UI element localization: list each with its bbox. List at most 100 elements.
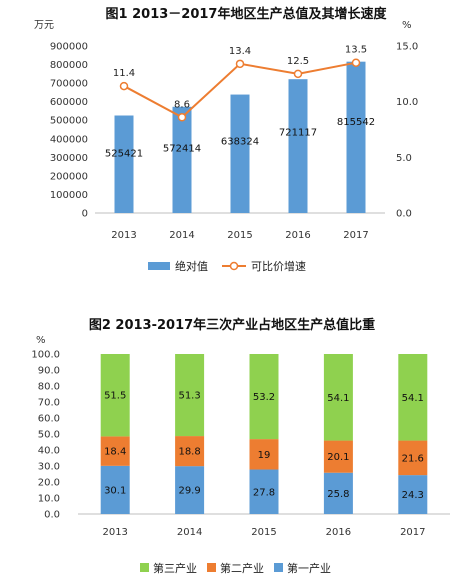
share-segment <box>398 354 428 441</box>
y-tick-label: 80.0 <box>38 382 60 393</box>
share-label: 21.6 <box>402 453 424 464</box>
gdp-bar-label: 525421 <box>105 148 143 159</box>
gdp-bar-label: 572414 <box>163 143 201 154</box>
gdp-bar <box>114 115 134 213</box>
share-label: 18.8 <box>178 447 200 458</box>
chart1-bar-labels: 525421 572414 638324 721117 815542 <box>105 117 375 159</box>
left-tick-label: 200000 <box>50 171 88 182</box>
share-label: 51.3 <box>178 391 200 402</box>
share-label: 27.8 <box>253 487 275 498</box>
gdp-bar-label: 721117 <box>279 127 317 138</box>
share-label: 25.8 <box>327 489 349 500</box>
share-segment <box>249 469 279 514</box>
chart2-x-axis: 2013 2014 2015 2016 2017 <box>102 527 425 538</box>
right-tick-label: 5.0 <box>396 153 412 164</box>
legend-label: 第三产业 <box>153 561 197 575</box>
share-segment <box>175 466 205 514</box>
y-tick-label: 60.0 <box>38 414 60 425</box>
share-segment <box>100 354 130 437</box>
chart2-title: 图2 2013-2017年三次产业占地区生产总值比重 <box>89 317 375 333</box>
chart2-legend: 第三产业 第二产业 第一产业 <box>140 561 331 575</box>
left-tick-label: 600000 <box>50 97 88 108</box>
legend-swatch-marker <box>229 261 239 271</box>
share-label: 19 <box>258 450 271 461</box>
share-label: 54.1 <box>327 393 349 404</box>
industry-share-chart: 图2 2013-2017年三次产业占地区生产总值比重 % 0.0 10.0 20.0… <box>31 317 450 575</box>
right-tick-label: 0.0 <box>396 209 412 220</box>
legend-swatch <box>207 563 216 572</box>
x-tick-label: 2013 <box>102 527 127 538</box>
share-label: 24.3 <box>402 490 424 501</box>
share-label: 53.2 <box>253 392 275 403</box>
growth-label: 13.5 <box>345 45 367 56</box>
legend-swatch-bar <box>148 262 170 270</box>
share-segment <box>175 436 205 467</box>
y-tick-label: 50.0 <box>38 430 60 441</box>
y-tick-label: 100.0 <box>31 350 60 361</box>
x-tick-label: 2017 <box>400 527 425 538</box>
gdp-bar-label: 638324 <box>221 136 259 147</box>
chart1-title: 图1 2013－2017年地区生产总值及其增长速度 <box>106 6 388 22</box>
share-label: 54.1 <box>402 393 424 404</box>
gdp-bar <box>346 61 366 214</box>
gdp-bar-label: 815542 <box>337 117 375 128</box>
share-label: 51.5 <box>104 391 126 402</box>
growth-point <box>177 113 187 122</box>
chart1-left-unit: 万元 <box>34 20 54 31</box>
y-tick-label: 0.0 <box>44 510 60 521</box>
share-segment <box>323 354 353 441</box>
chart1-legend: 绝对值 可比价增速 <box>148 259 306 273</box>
share-segment <box>100 436 130 466</box>
chart2-segment-labels: 30.1 18.4 51.5 29.9 18.8 51.3 27.8 19 53.2 25.8 20… <box>104 391 424 502</box>
right-tick-label: 15.0 <box>396 42 418 53</box>
share-label: 30.1 <box>104 485 126 496</box>
chart2-y-axis: 0.0 10.0 20.0 30.0 40.0 50.0 60.0 70.0 80.0 90.0 1… <box>31 350 60 521</box>
growth-label: 13.4 <box>229 46 251 57</box>
left-tick-label: 900000 <box>50 42 88 53</box>
legend-label-line: 可比价增速 <box>251 259 306 273</box>
share-segment <box>249 439 279 470</box>
gdp-bar <box>230 94 250 213</box>
y-tick-label: 40.0 <box>38 446 60 457</box>
growth-point <box>351 58 361 67</box>
left-tick-label: 300000 <box>50 153 88 164</box>
left-tick-label: 400000 <box>50 134 88 145</box>
x-tick-label: 2016 <box>326 527 351 538</box>
share-segment <box>249 354 279 440</box>
right-tick-label: 10.0 <box>396 97 418 108</box>
chart2-bars <box>100 354 428 514</box>
chart1-bars <box>114 61 366 214</box>
legend-label: 第二产业 <box>220 561 264 575</box>
share-segment <box>398 440 428 476</box>
growth-point <box>293 69 303 79</box>
x-tick-label: 2013 <box>111 230 136 241</box>
left-tick-label: 0 <box>82 209 88 220</box>
y-tick-label: 70.0 <box>38 398 60 409</box>
gdp-bar <box>172 106 192 213</box>
chart1-left-axis: 0 100000 200000 300000 400000 500000 600000 700… <box>50 42 88 220</box>
share-segment <box>398 475 428 514</box>
left-tick-label: 500000 <box>50 116 88 127</box>
chart1-right-axis: 0.0 5.0 10.0 15.0 <box>396 42 418 220</box>
chart1-x-axis: 2013 2014 2015 2016 2017 <box>111 230 368 241</box>
x-tick-label: 2014 <box>177 527 202 538</box>
chart1-line-labels: 11.4 8.6 13.4 12.5 13.5 <box>113 45 367 111</box>
growth-point <box>119 81 129 91</box>
share-label: 20.1 <box>327 452 349 463</box>
share-segment <box>175 354 205 437</box>
share-label: 18.4 <box>104 447 126 458</box>
x-tick-label: 2014 <box>169 230 194 241</box>
legend-swatch <box>140 563 149 572</box>
growth-label: 12.5 <box>287 56 309 67</box>
chart2-unit: % <box>36 335 46 346</box>
x-tick-label: 2015 <box>251 527 276 538</box>
y-tick-label: 20.0 <box>38 478 60 489</box>
chart1-line <box>119 58 361 122</box>
share-segment <box>100 465 130 514</box>
legend-swatch <box>274 563 283 572</box>
share-segment <box>323 472 353 514</box>
growth-label: 11.4 <box>113 68 135 79</box>
growth-label: 8.6 <box>174 99 190 110</box>
x-tick-label: 2017 <box>343 230 368 241</box>
y-tick-label: 10.0 <box>38 494 60 505</box>
